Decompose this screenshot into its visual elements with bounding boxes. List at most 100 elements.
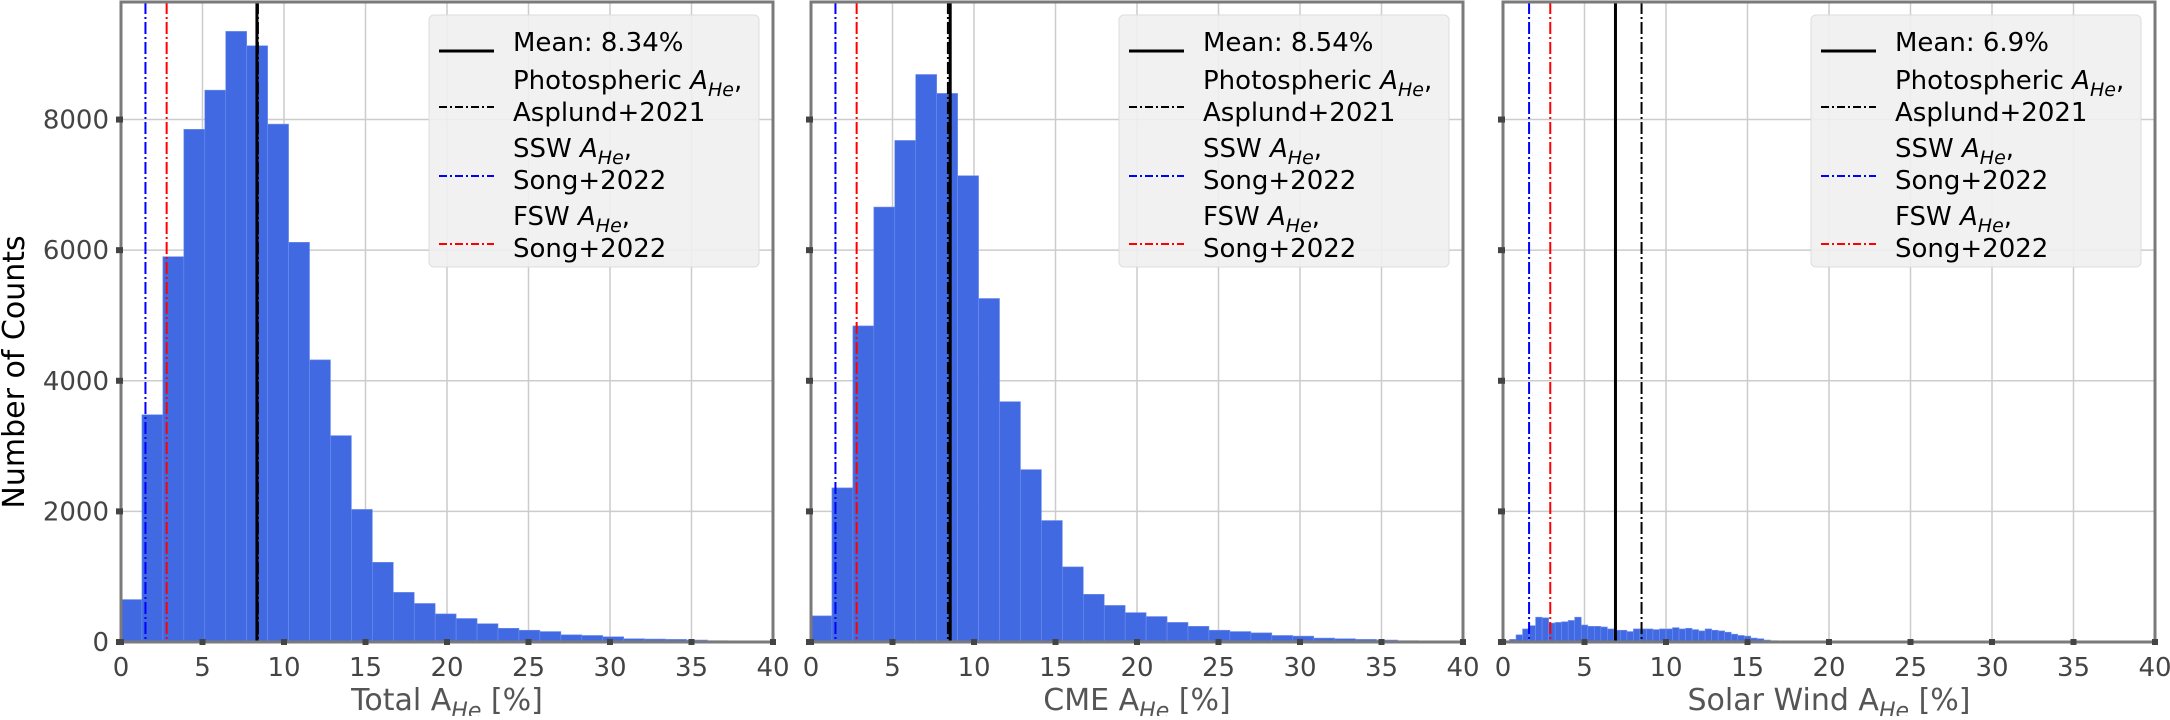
legend-label-text: Photospheric xyxy=(513,66,690,96)
x-tick-mark xyxy=(1908,639,1914,645)
legend-label-text: FSW xyxy=(513,202,578,232)
histogram-bar xyxy=(540,632,561,642)
legend-label-text: FSW xyxy=(1895,202,1960,232)
x-tick-mark xyxy=(971,639,977,645)
x-tick-mark xyxy=(1745,639,1751,645)
histogram-bar xyxy=(1712,630,1719,642)
histogram-bar xyxy=(1679,629,1686,642)
y-tick-mark xyxy=(1498,378,1505,384)
histogram-bar xyxy=(1627,632,1634,642)
x-tick-label: 25 xyxy=(1202,653,1235,683)
x-tick-mark xyxy=(1216,639,1222,645)
histogram-bar xyxy=(1699,631,1706,642)
legend: Mean: 6.9%Photospheric AHe,Asplund+2021S… xyxy=(1811,15,2141,267)
histogram-bar xyxy=(372,562,393,642)
reference-lines xyxy=(1529,2,1641,642)
histogram-bar xyxy=(1646,629,1653,642)
histogram-bar xyxy=(1686,628,1693,642)
y-tick-mark xyxy=(806,378,813,384)
legend-label-line2: Asplund+2021 xyxy=(1895,98,2087,128)
histogram-bar xyxy=(1568,620,1575,642)
histogram-bar xyxy=(1718,631,1725,642)
x-tick-mark xyxy=(363,639,369,645)
x-tick-label: 20 xyxy=(1120,653,1153,683)
x-tick-label: 40 xyxy=(2138,653,2170,683)
histogram-bars xyxy=(1503,617,1809,642)
x-tick-label: 40 xyxy=(756,653,789,683)
histogram-bar xyxy=(1146,617,1167,642)
y-tick-label: 0 xyxy=(92,628,109,658)
histogram-bar xyxy=(1020,470,1041,642)
histogram-bar xyxy=(1000,402,1021,642)
histogram-bar xyxy=(1705,629,1712,642)
legend-label-text: FSW xyxy=(1203,202,1268,232)
legend-label-line2: Asplund+2021 xyxy=(1203,98,1395,128)
x-tick-label: 5 xyxy=(194,653,211,683)
legend-comma: , xyxy=(2116,66,2124,96)
x-axis-label-main: CME A xyxy=(1043,683,1139,716)
legend-comma: , xyxy=(734,66,742,96)
x-tick-mark xyxy=(526,639,532,645)
x-axis-label: CME AHe [%] xyxy=(1043,683,1230,716)
histogram-bar xyxy=(414,603,435,642)
y-tick-mark xyxy=(116,117,123,123)
histogram-bar xyxy=(477,624,498,642)
histogram-bar xyxy=(1062,567,1083,642)
histogram-bar xyxy=(456,618,477,642)
x-tick-mark xyxy=(2152,639,2158,645)
histogram-bar xyxy=(121,600,142,642)
y-tick-label: 6000 xyxy=(43,236,109,266)
histogram-bar xyxy=(330,436,351,642)
y-axis-label: Number of Counts xyxy=(0,235,32,508)
legend-label-line1: Photospheric AHe, xyxy=(1895,66,2124,101)
histogram-bar xyxy=(916,74,937,642)
x-tick-label: 35 xyxy=(1365,653,1398,683)
legend-comma: , xyxy=(1314,134,1322,164)
x-tick-label: 25 xyxy=(512,653,545,683)
legend-math-a: A xyxy=(688,66,708,96)
x-axis-label-main: Total A xyxy=(350,683,452,716)
y-tick-mark xyxy=(116,247,123,253)
legend-math-sub: He xyxy=(708,79,734,101)
legend-label-text: SSW xyxy=(513,134,580,164)
y-tick-mark xyxy=(806,117,813,123)
histogram-bar xyxy=(1653,630,1660,642)
legend-math-a: A xyxy=(1266,202,1286,232)
y-tick-mark xyxy=(806,247,813,253)
legend-label-line2: Song+2022 xyxy=(1203,166,1356,196)
legend-math-a: A xyxy=(1378,66,1398,96)
x-tick-label: 0 xyxy=(803,653,820,683)
x-tick-label: 10 xyxy=(1649,653,1682,683)
legend-math-a: A xyxy=(1960,134,1980,164)
legend-label-line1: Photospheric AHe, xyxy=(1203,66,1432,101)
histogram-bar xyxy=(289,242,310,642)
legend-label-text: Mean: 8.34% xyxy=(513,28,683,58)
legend-label-line2: Song+2022 xyxy=(513,234,666,264)
histogram-bar xyxy=(958,176,979,642)
x-axis-label-units: [%] xyxy=(481,683,542,716)
histogram-bar xyxy=(1594,626,1601,642)
legend-label-line1: Mean: 8.54% xyxy=(1203,28,1373,58)
x-tick-mark xyxy=(1663,639,1669,645)
x-axis-label-subscript: He xyxy=(451,699,481,716)
y-tick-mark xyxy=(116,378,123,384)
x-axis-label: Total AHe [%] xyxy=(350,683,543,716)
x-tick-mark xyxy=(1826,639,1832,645)
x-tick-label: 30 xyxy=(1975,653,2008,683)
legend-math-a: A xyxy=(1958,202,1978,232)
legend-math-a: A xyxy=(576,202,596,232)
histogram-bar xyxy=(184,129,205,642)
x-tick-mark xyxy=(281,639,287,645)
legend-label-text: SSW xyxy=(1895,134,1962,164)
histogram-bar xyxy=(1188,626,1209,642)
legend: Mean: 8.34%Photospheric AHe,Asplund+2021… xyxy=(429,15,759,267)
legend-comma: , xyxy=(624,134,632,164)
legend-label-line2: Song+2022 xyxy=(1895,234,2048,264)
x-axis-label-subscript: He xyxy=(1879,699,1909,716)
histogram-bar xyxy=(1083,594,1104,642)
histogram-bar xyxy=(895,140,916,642)
